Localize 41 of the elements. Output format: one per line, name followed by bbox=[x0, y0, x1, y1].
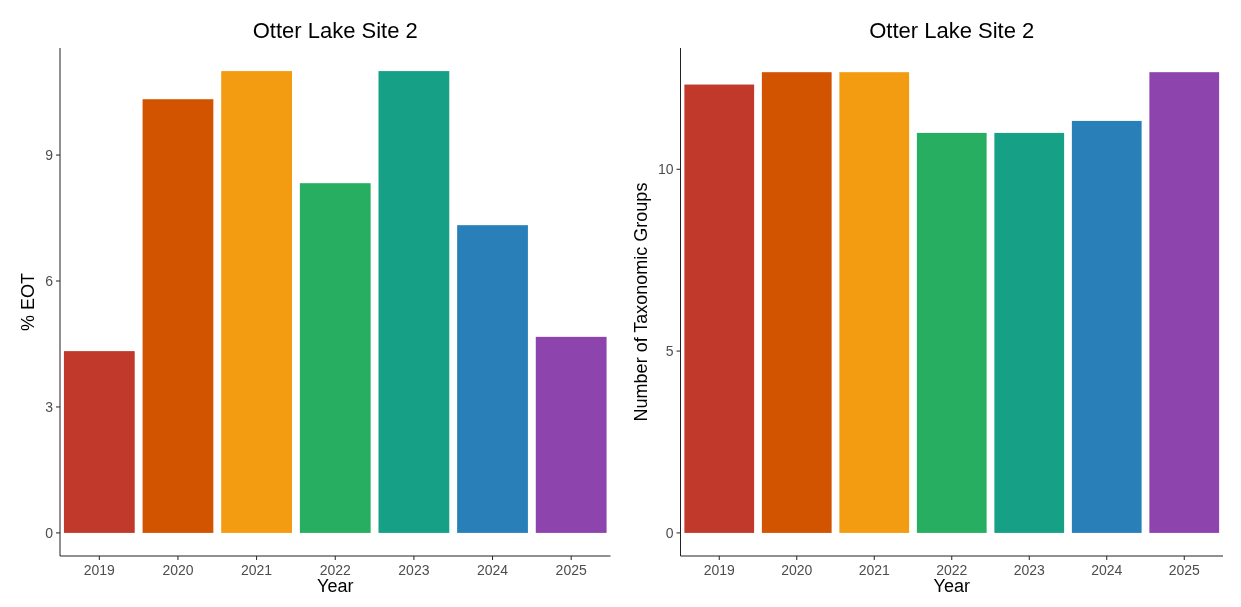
y-axis-title: Number of Taxonomic Groups bbox=[630, 182, 651, 422]
x-tick-label: 2021 bbox=[858, 562, 891, 578]
x-tick-label: 2024 bbox=[1091, 562, 1123, 578]
x-tick-label: 2019 bbox=[703, 562, 736, 578]
y-tick-label: 3 bbox=[45, 398, 54, 415]
bar bbox=[378, 71, 450, 533]
chart-title: Otter Lake Site 2 bbox=[252, 18, 418, 43]
chart-title: Otter Lake Site 2 bbox=[869, 18, 1035, 43]
x-tick-label: 2022 bbox=[936, 562, 968, 578]
x-tick-label: 2020 bbox=[162, 562, 194, 578]
y-tick-label: 0 bbox=[45, 524, 54, 541]
x-tick-label: 2025 bbox=[1168, 562, 1201, 578]
x-tick-label: 2022 bbox=[319, 562, 352, 578]
bar bbox=[916, 132, 987, 533]
x-tick-label: 2024 bbox=[476, 562, 509, 578]
bar bbox=[142, 99, 214, 533]
x-tick-label: 2023 bbox=[1013, 562, 1046, 578]
x-axis-title: Year bbox=[933, 576, 970, 596]
x-tick-label: 2021 bbox=[241, 562, 273, 578]
bar bbox=[1149, 72, 1220, 533]
bar bbox=[299, 183, 371, 533]
y-tick-label: 5 bbox=[665, 342, 674, 359]
x-tick-label: 2023 bbox=[398, 562, 430, 578]
x-axis-title: Year bbox=[317, 576, 354, 596]
bar bbox=[994, 132, 1065, 533]
bar bbox=[839, 72, 910, 533]
x-tick-label: 2025 bbox=[555, 562, 587, 578]
bar bbox=[684, 84, 755, 533]
bar bbox=[221, 71, 292, 533]
y-tick-label: 10 bbox=[657, 161, 674, 178]
x-tick-label: 2020 bbox=[781, 562, 813, 578]
bar bbox=[1071, 120, 1142, 533]
bar bbox=[457, 225, 528, 533]
y-axis-title: % EOT bbox=[18, 272, 38, 332]
x-tick-label: 2019 bbox=[83, 562, 116, 578]
y-tick-label: 9 bbox=[45, 146, 54, 163]
y-tick-label: 0 bbox=[665, 524, 674, 541]
bar bbox=[761, 72, 832, 533]
bar bbox=[535, 336, 607, 533]
bar bbox=[63, 351, 135, 533]
y-tick-label: 6 bbox=[45, 272, 54, 289]
